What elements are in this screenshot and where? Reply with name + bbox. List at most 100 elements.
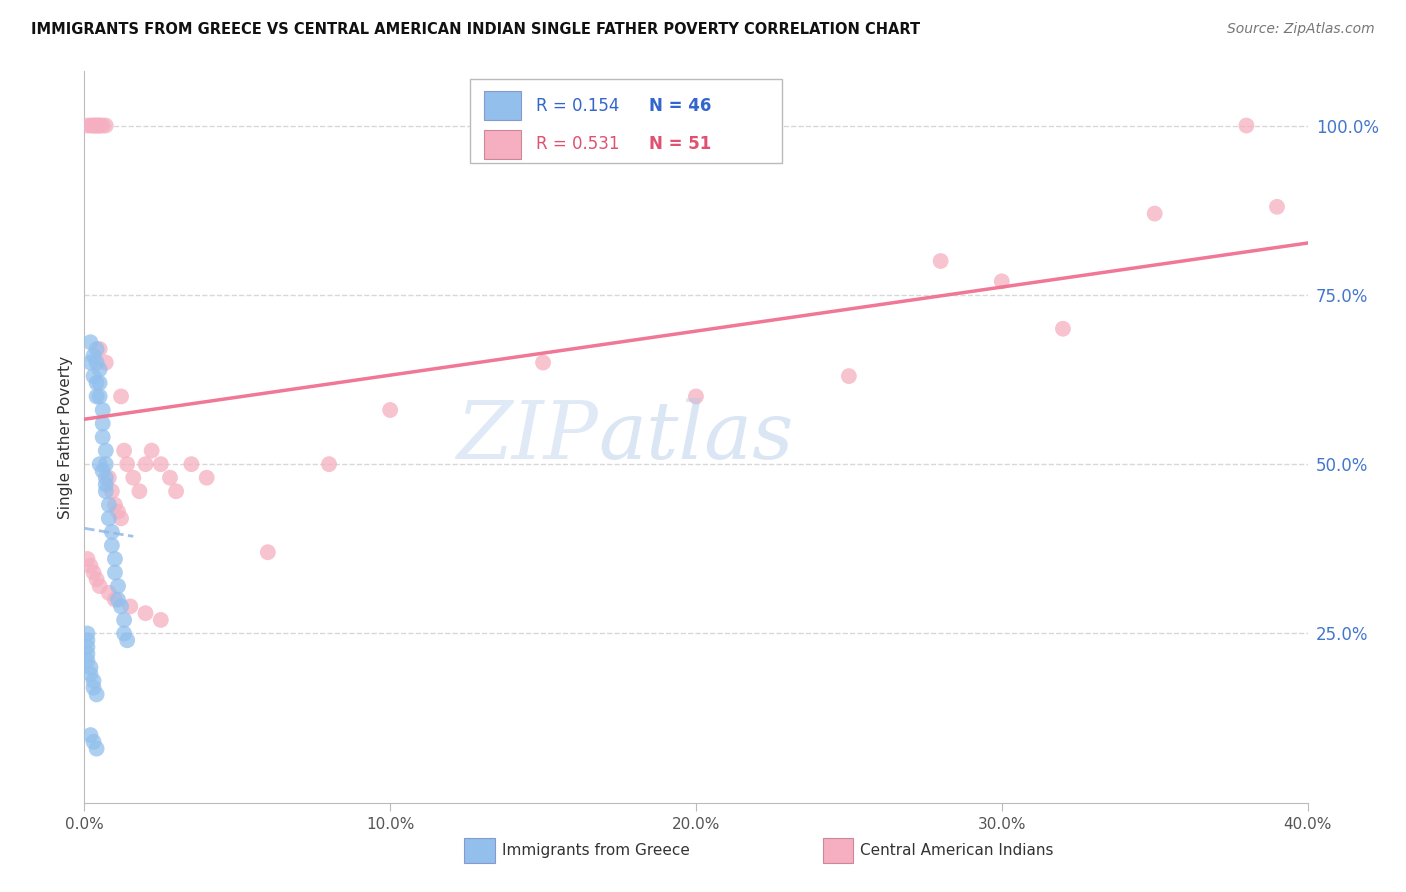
Point xyxy=(89,389,111,403)
Point xyxy=(86,376,108,390)
Point xyxy=(83,566,105,580)
Point xyxy=(104,566,127,580)
Point xyxy=(94,477,117,491)
Point xyxy=(94,457,117,471)
Text: Central American Indians: Central American Indians xyxy=(860,844,1054,858)
Point xyxy=(83,735,105,749)
Point xyxy=(159,471,181,485)
Point xyxy=(107,592,129,607)
Point xyxy=(94,471,117,485)
Point xyxy=(86,688,108,702)
Point xyxy=(97,498,120,512)
Point xyxy=(83,119,105,133)
Bar xyxy=(484,129,522,159)
Text: N = 46: N = 46 xyxy=(650,96,711,114)
FancyBboxPatch shape xyxy=(470,78,782,163)
Bar xyxy=(484,91,522,120)
Point xyxy=(79,660,101,674)
Point xyxy=(76,633,98,648)
Point xyxy=(91,417,114,431)
Text: IMMIGRANTS FROM GREECE VS CENTRAL AMERICAN INDIAN SINGLE FATHER POVERTY CORRELAT: IMMIGRANTS FROM GREECE VS CENTRAL AMERIC… xyxy=(31,22,920,37)
Point xyxy=(110,389,132,403)
Point xyxy=(101,538,124,552)
Point xyxy=(97,511,120,525)
Point xyxy=(991,274,1014,288)
Point xyxy=(79,667,101,681)
Point xyxy=(83,673,105,688)
Point xyxy=(112,443,135,458)
Point xyxy=(104,552,127,566)
Point xyxy=(115,633,138,648)
Point xyxy=(112,613,135,627)
Point xyxy=(76,654,98,668)
Point xyxy=(86,119,108,133)
Point xyxy=(86,342,108,356)
Point xyxy=(149,457,172,471)
Point xyxy=(101,524,124,539)
Point xyxy=(83,349,105,363)
Point xyxy=(380,403,402,417)
Point xyxy=(94,355,117,369)
Point xyxy=(89,119,111,133)
Point xyxy=(91,119,114,133)
Point xyxy=(79,558,101,573)
Point xyxy=(149,613,172,627)
Point xyxy=(76,640,98,654)
Point xyxy=(83,119,105,133)
Point xyxy=(110,511,132,525)
Point xyxy=(89,342,111,356)
Text: R = 0.531: R = 0.531 xyxy=(536,136,619,153)
Point xyxy=(120,599,142,614)
Point xyxy=(128,484,150,499)
Point xyxy=(86,119,108,133)
Point xyxy=(929,254,952,268)
Point xyxy=(86,741,108,756)
Point xyxy=(86,572,108,586)
Point xyxy=(79,335,101,350)
Point xyxy=(1236,119,1258,133)
Text: R = 0.154: R = 0.154 xyxy=(536,96,619,114)
Point xyxy=(76,647,98,661)
Point xyxy=(76,626,98,640)
Point xyxy=(135,606,157,620)
Point xyxy=(165,484,187,499)
Point xyxy=(838,369,860,384)
Point xyxy=(257,545,280,559)
Point xyxy=(86,355,108,369)
Point xyxy=(180,457,202,471)
Point xyxy=(104,498,127,512)
Point xyxy=(89,376,111,390)
Point xyxy=(107,505,129,519)
Point xyxy=(531,355,554,369)
Point xyxy=(97,471,120,485)
Point xyxy=(101,484,124,499)
Point xyxy=(91,464,114,478)
Point xyxy=(1143,206,1166,220)
Point xyxy=(1265,200,1288,214)
Point xyxy=(141,443,163,458)
Point xyxy=(94,119,117,133)
Point xyxy=(122,471,145,485)
Point xyxy=(107,579,129,593)
Text: N = 51: N = 51 xyxy=(650,136,711,153)
Text: Immigrants from Greece: Immigrants from Greece xyxy=(502,844,690,858)
Text: Source: ZipAtlas.com: Source: ZipAtlas.com xyxy=(1227,22,1375,37)
Point xyxy=(89,579,111,593)
Point xyxy=(83,369,105,384)
Point xyxy=(79,728,101,742)
Point xyxy=(195,471,218,485)
Point xyxy=(115,457,138,471)
Point xyxy=(79,355,101,369)
Point xyxy=(110,599,132,614)
Point xyxy=(83,681,105,695)
Text: ZIP: ZIP xyxy=(457,399,598,475)
Point xyxy=(318,457,340,471)
Point xyxy=(135,457,157,471)
Point xyxy=(89,457,111,471)
Point xyxy=(112,626,135,640)
Point xyxy=(685,389,707,403)
Point xyxy=(89,362,111,376)
Point xyxy=(76,552,98,566)
Point xyxy=(94,484,117,499)
Point xyxy=(89,119,111,133)
